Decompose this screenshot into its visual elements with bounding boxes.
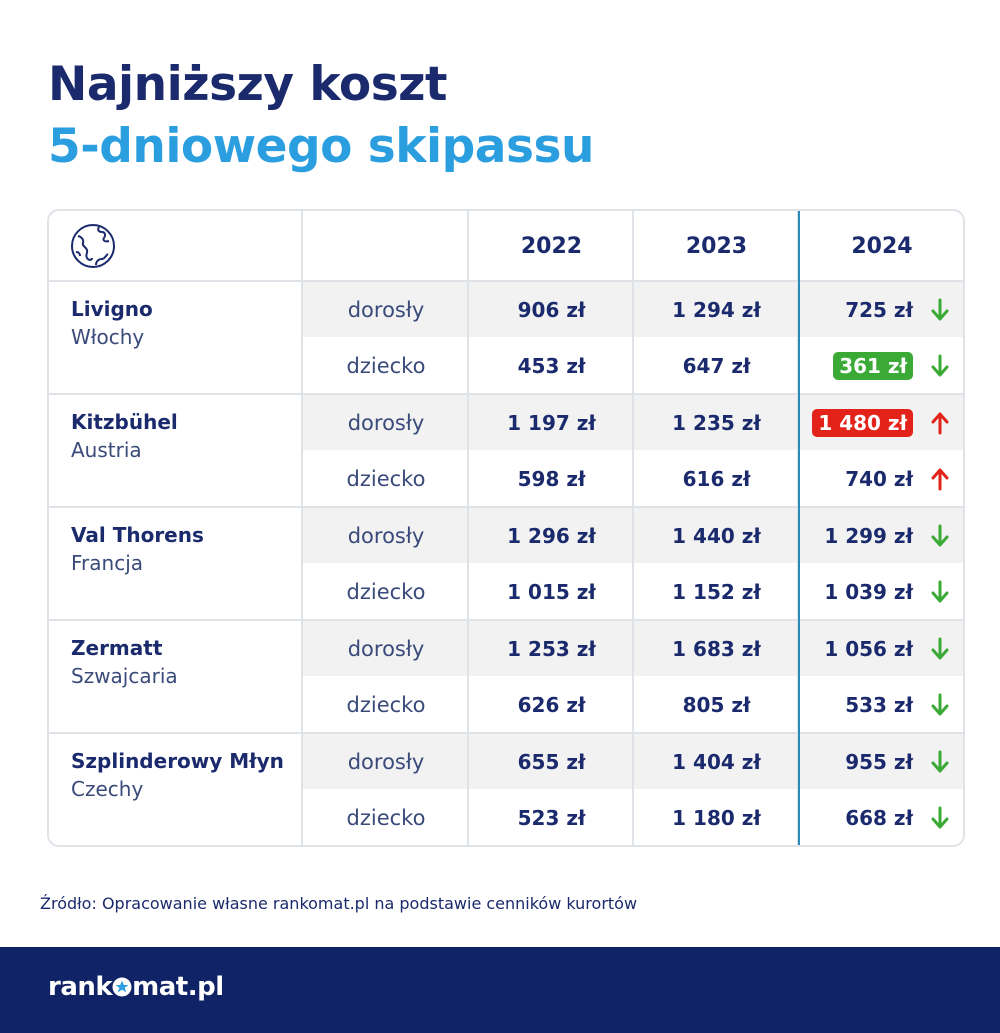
- price-2023: 1 180 zł: [672, 806, 761, 830]
- title-line-2: 5-dniowego skipassu: [48, 119, 594, 174]
- ticket-type: dorosły: [347, 524, 425, 548]
- arrow-down-icon: [931, 298, 949, 322]
- price-value: 725 zł: [845, 298, 913, 322]
- price-2024: 361 zł: [799, 338, 963, 394]
- resort-name: Szplinderowy Młyn: [71, 749, 284, 773]
- arrow-down-icon: [931, 354, 949, 378]
- column-header: 2024: [851, 233, 913, 259]
- ticket-type: dziecko: [346, 806, 426, 830]
- resort-label: Livigno Włochy: [71, 295, 291, 351]
- ticket-type: dorosły: [347, 411, 425, 435]
- arrow-down-icon: [931, 750, 949, 774]
- column-divider: [301, 211, 303, 845]
- arrow-down-icon: [931, 637, 949, 661]
- ticket-type: dziecko: [346, 467, 426, 491]
- price-value: 1 056 zł: [824, 637, 913, 661]
- row-divider: [49, 393, 963, 395]
- logo-text-right: mat.pl: [132, 972, 224, 1002]
- price-2022: 1 015 zł: [507, 580, 596, 604]
- logo-text-left: rank: [48, 972, 113, 1002]
- price-2024: 1 480 zł: [799, 395, 963, 451]
- column-header: 2022: [520, 233, 583, 259]
- price-table: 2022 2023 2024 Livigno Włochy dorosły 906 zł 1 …: [47, 209, 965, 847]
- price-value: 1 299 zł: [824, 524, 913, 548]
- price-2022: 1 197 zł: [507, 411, 596, 435]
- price-badge: 1 480 zł: [812, 409, 913, 437]
- title-line-1: Najniższy koszt: [48, 57, 447, 112]
- resort-label: Val Thorens Francja: [71, 521, 291, 577]
- resort-name: Val Thorens: [71, 523, 204, 547]
- resort-country: Szwajcaria: [71, 664, 178, 688]
- ticket-type: dorosły: [347, 750, 425, 774]
- column-divider: [797, 211, 799, 845]
- price-2023: 1 294 zł: [672, 298, 761, 322]
- price-2022: 1 296 zł: [507, 524, 596, 548]
- resort-name: Zermatt: [71, 636, 163, 660]
- column-divider: [467, 211, 469, 845]
- price-2024: 668 zł: [799, 790, 963, 845]
- price-2022: 523 zł: [517, 806, 586, 830]
- ticket-type: dziecko: [346, 693, 426, 717]
- price-2024: 725 zł: [799, 282, 963, 338]
- row-divider: [49, 506, 963, 508]
- price-2022: 453 zł: [517, 354, 586, 378]
- price-2024: 1 039 zł: [799, 564, 963, 620]
- price-value: 533 zł: [845, 693, 913, 717]
- resort-name: Livigno: [71, 297, 153, 321]
- price-2022: 906 zł: [517, 298, 586, 322]
- price-2022: 626 zł: [517, 693, 586, 717]
- price-2024: 955 zł: [799, 734, 963, 790]
- ticket-type: dziecko: [346, 354, 426, 378]
- footer-bar: [0, 947, 1000, 1033]
- source-note: Źródło: Opracowanie własne rankomat.pl n…: [40, 894, 638, 913]
- rankomat-logo: rank mat.pl: [48, 972, 224, 1002]
- resort-country: Włochy: [71, 325, 145, 349]
- ticket-type: dziecko: [346, 580, 426, 604]
- arrow-up-icon: [931, 411, 949, 435]
- resort-label: Kitzbühel Austria: [71, 408, 291, 464]
- price-value: 955 zł: [845, 750, 913, 774]
- resort-country: Czechy: [71, 777, 144, 801]
- price-2023: 1 683 zł: [672, 637, 761, 661]
- price-value: 1 039 zł: [824, 580, 913, 604]
- arrow-down-icon: [931, 806, 949, 830]
- resort-country: Austria: [71, 438, 142, 462]
- resort-country: Francja: [71, 551, 144, 575]
- price-2022: 598 zł: [517, 467, 586, 491]
- price-2023: 647 zł: [682, 354, 751, 378]
- price-value: 740 zł: [845, 467, 913, 491]
- price-2023: 805 zł: [682, 693, 751, 717]
- price-2024: 1 299 zł: [799, 508, 963, 564]
- column-divider: [632, 211, 634, 845]
- star-icon: [112, 977, 132, 997]
- arrow-down-icon: [931, 580, 949, 604]
- column-header: 2023: [685, 233, 748, 259]
- arrow-down-icon: [931, 524, 949, 548]
- resort-name: Kitzbühel: [71, 410, 178, 434]
- row-divider: [49, 732, 963, 734]
- price-badge: 361 zł: [833, 352, 913, 380]
- row-divider: [49, 619, 963, 621]
- arrow-up-icon: [931, 467, 949, 491]
- ticket-type: dorosły: [347, 637, 425, 661]
- price-2023: 1 440 zł: [672, 524, 761, 548]
- price-2023: 1 152 zł: [672, 580, 761, 604]
- ticket-type: dorosły: [347, 298, 425, 322]
- price-2024: 1 056 zł: [799, 621, 963, 677]
- price-2024: 740 zł: [799, 451, 963, 507]
- row-divider: [49, 280, 963, 282]
- price-2022: 1 253 zł: [507, 637, 596, 661]
- price-2023: 1 404 zł: [672, 750, 761, 774]
- arrow-down-icon: [931, 693, 949, 717]
- price-2022: 655 zł: [517, 750, 586, 774]
- price-2024: 533 zł: [799, 677, 963, 733]
- page-title: Najniższy koszt 5-dniowego skipassu: [48, 54, 594, 178]
- price-2023: 1 235 zł: [672, 411, 761, 435]
- price-2023: 616 zł: [682, 467, 751, 491]
- resort-label: Zermatt Szwajcaria: [71, 634, 291, 690]
- price-value: 668 zł: [845, 806, 913, 830]
- resort-label: Szplinderowy Młyn Czechy: [71, 747, 291, 803]
- globe-icon: [69, 222, 117, 270]
